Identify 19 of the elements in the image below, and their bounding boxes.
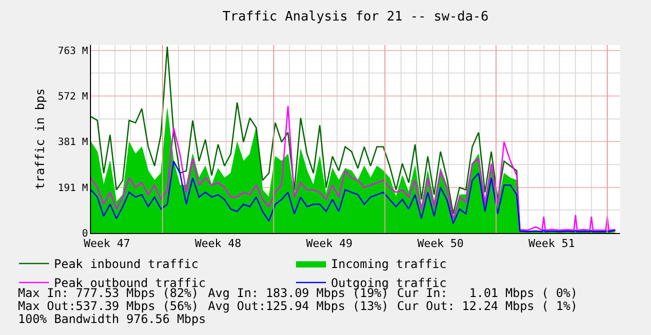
x-tick-label: Week 47	[84, 237, 130, 250]
x-tick-label: Week 50	[417, 237, 464, 250]
y-tick-label: 763 M	[58, 46, 88, 57]
text: Max Out:537.39 Mbps (56%)	[18, 299, 199, 313]
legend-label: Incoming traffic	[331, 257, 447, 272]
y-axis-title: traffic in bps	[33, 88, 48, 190]
y-tick-label: 572 M	[58, 91, 88, 102]
legend-label: Peak inbound traffic	[54, 257, 198, 272]
y-tick-label: 191 M	[58, 182, 88, 194]
x-tick-label: Week 48	[194, 237, 242, 250]
y-tick-label: 0	[82, 228, 88, 240]
text: Cur In: 1.01 Mbps ( 0%)	[397, 286, 578, 300]
x-tick-label: Week 49	[306, 237, 352, 250]
x-tick-label: Week 51	[528, 237, 575, 250]
y-tick-label: 381 M	[58, 137, 88, 148]
text: Avg Out:125.94 Mbps (13%)	[208, 299, 389, 313]
text: Cur Out: 12.24 Mbps ( 1%)	[397, 299, 578, 313]
text: 100% Bandwidth 976.56 Mbps	[18, 312, 206, 326]
chart-title: Traffic Analysis for 21 -- sw-da-6	[222, 10, 489, 25]
